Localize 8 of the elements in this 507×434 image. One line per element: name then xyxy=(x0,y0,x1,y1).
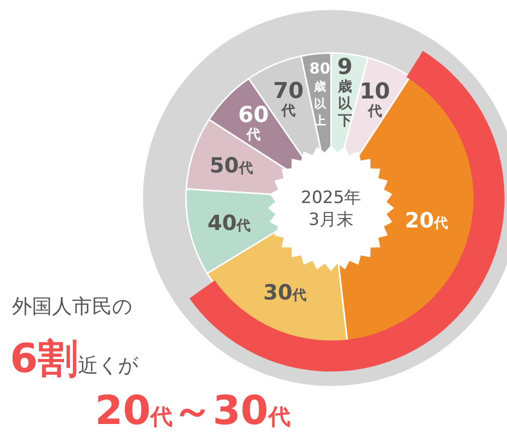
slice-label: 70代 xyxy=(273,78,304,119)
slice-label: 9歳以下 xyxy=(336,54,353,129)
text: 2025年 3月末 xyxy=(300,188,362,230)
slice-label: 10代 xyxy=(360,79,390,120)
slice-label: 20代 xyxy=(404,208,448,233)
slice-label: 50代 xyxy=(210,153,253,178)
slice-label: 40代 xyxy=(207,211,251,236)
slice-label: 60代 xyxy=(238,102,269,143)
